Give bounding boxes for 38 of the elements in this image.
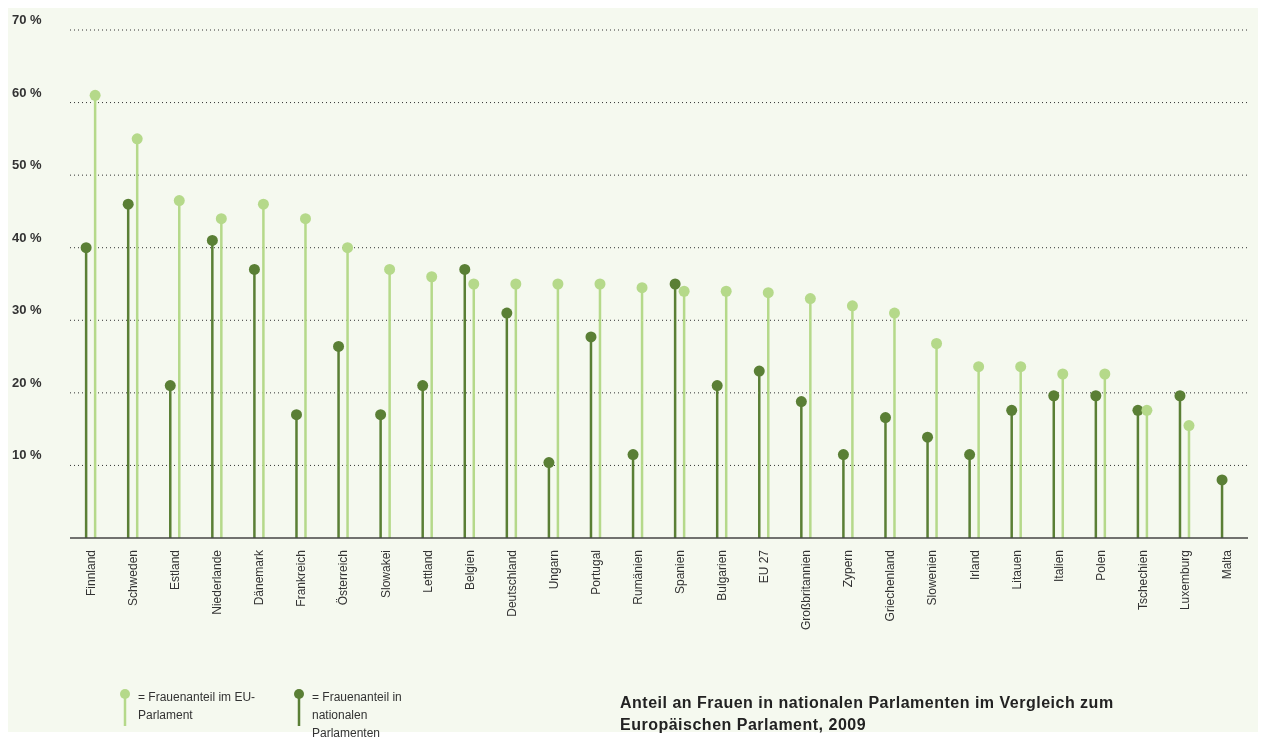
x-tick-label: Malta xyxy=(1219,549,1234,580)
x-tick-label: Ungarn xyxy=(546,550,561,590)
y-tick-label: 10 % xyxy=(12,447,43,463)
y-tick-label: 60 % xyxy=(12,84,43,100)
x-tick-label: Slowakei xyxy=(378,550,393,599)
x-tick-label: Niederlande xyxy=(210,549,225,615)
x-tick-label: Großbritannien xyxy=(799,550,814,631)
x-tick-label: Dänemark xyxy=(252,549,267,606)
y-tick-label: 30 % xyxy=(12,302,43,318)
x-tick-label: Estland xyxy=(168,550,183,591)
x-tick-label: Polen xyxy=(1093,550,1108,581)
x-tick-label: Deutschland xyxy=(504,550,519,617)
y-tick-label: 50 % xyxy=(12,157,43,173)
x-tick-label: Luxemburg xyxy=(1177,550,1192,611)
x-tick-label: Lettland xyxy=(420,550,435,593)
x-tick-label: Bulgarien xyxy=(715,550,730,601)
x-tick-label: Belgien xyxy=(462,550,477,591)
x-tick-label: Rumänien xyxy=(630,550,645,605)
y-tick-label: 70 % xyxy=(12,12,43,27)
x-tick-label: Frankreich xyxy=(294,550,309,607)
x-tick-label: Irland xyxy=(967,550,982,581)
x-tick-label: Litauen xyxy=(1009,550,1024,590)
x-tick-label: Tschechien xyxy=(1135,550,1150,611)
x-tick-label: Portugal xyxy=(588,550,603,595)
x-tick-label: Österreich xyxy=(336,550,351,606)
y-tick-label: 40 % xyxy=(12,229,43,245)
x-tick-label: Slowenien xyxy=(925,550,940,606)
x-tick-label: Zypern xyxy=(841,550,856,588)
text: Anteil an Frauen in nationalen Parlamenten im Vergleich zum Europäischen Parlament, 2009 xyxy=(620,693,1115,735)
x-tick-label: Finnland xyxy=(84,550,99,597)
x-tick-label: EU 27 xyxy=(757,549,772,584)
x-tick-label: Schweden xyxy=(126,550,141,607)
legend-label: = Frauenanteil in nationalen Parlamenten xyxy=(312,689,403,740)
x-tick-label: Griechenland xyxy=(883,550,898,622)
x-tick-label: Spanien xyxy=(673,550,688,595)
x-tick-label: Italien xyxy=(1051,550,1066,583)
y-tick-label: 20 % xyxy=(12,374,43,390)
legend-label: = Frauenanteil im EU-Parlament xyxy=(138,689,257,724)
